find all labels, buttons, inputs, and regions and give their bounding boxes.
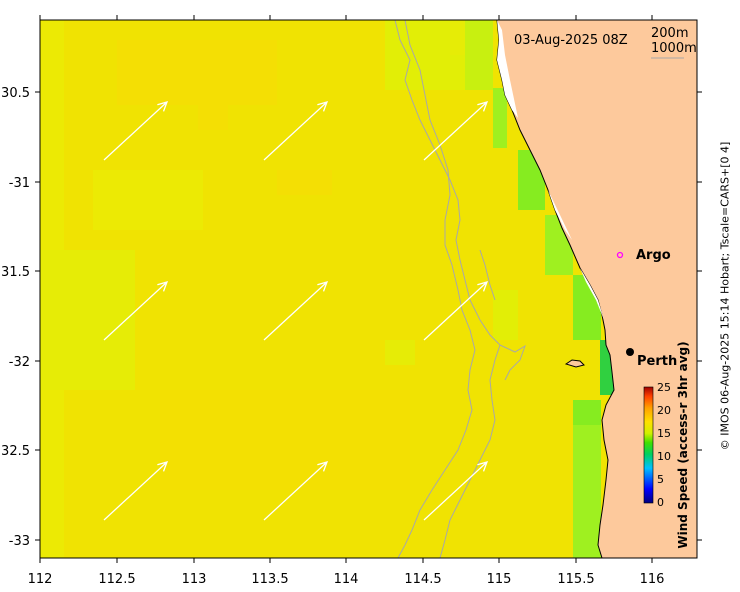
contour-1000m	[397, 20, 476, 558]
x-tick-label: 113.5	[251, 572, 288, 587]
x-tick-label: 112	[28, 572, 53, 587]
wind-arrow	[103, 281, 169, 341]
y-tick-label: -32	[9, 355, 30, 370]
timestamp-label: 03-Aug-2025 08Z	[514, 33, 628, 48]
colorbar: 25 20 15 10 5 0 Wind Speed (access-r 3hr…	[643, 341, 690, 549]
colorbar-tick: 5	[657, 473, 664, 486]
credit-text-container: © IMOS 06-Aug-2025 15:14 Hobart; Tscale=…	[714, 0, 736, 592]
wind-arrow	[103, 101, 169, 161]
x-axis-labels: 112 112.5 113 113.5 114 114.5 115 115.5 …	[28, 572, 665, 587]
colorbar-tick: 0	[657, 496, 664, 509]
colorbar-tick: 20	[657, 404, 671, 417]
x-tick-label: 114	[334, 572, 359, 587]
y-tick-label: -31	[9, 176, 30, 191]
wind-arrow	[423, 461, 489, 521]
y-tick-label: 31.5	[1, 265, 30, 280]
y-tick-label: 30.5	[1, 86, 30, 101]
colorbar-tick: 15	[657, 427, 671, 440]
y-tick-label: -33	[9, 534, 30, 549]
wind-arrows	[103, 101, 489, 521]
depth-legend-1000m: 1000m	[651, 41, 697, 56]
wind-arrow	[103, 461, 169, 521]
wind-arrow	[423, 101, 489, 161]
wind-arrow	[423, 281, 489, 341]
bathymetry-contours	[394, 20, 526, 558]
colorbar-gradient	[643, 386, 654, 504]
contour-200m	[394, 20, 501, 558]
plot-frame	[39, 19, 698, 559]
x-tick-label: 114.5	[404, 572, 441, 587]
rottnest-island	[564, 359, 585, 368]
argo-marker[interactable]	[616, 251, 624, 259]
depth-legend-200m: 200m	[651, 26, 688, 41]
x-tick-label: 116	[640, 572, 665, 587]
wind-arrow	[263, 281, 329, 341]
y-axis-labels: 30.5 -31 31.5 -32 32.5 -33	[1, 86, 30, 549]
wind-speed-cells	[40, 20, 614, 558]
axis-ticks	[35, 15, 702, 563]
place-markers	[616, 251, 634, 356]
perth-label: Perth	[637, 354, 677, 369]
argo-label: Argo	[636, 248, 671, 263]
x-tick-label: 115	[487, 572, 512, 587]
y-tick-label: 32.5	[1, 444, 30, 459]
credit-text: © IMOS 06-Aug-2025 15:14 Hobart; Tscale=…	[718, 141, 732, 451]
x-tick-label: 112.5	[98, 572, 135, 587]
x-tick-label: 113	[182, 572, 207, 587]
perth-marker[interactable]	[626, 348, 634, 356]
colorbar-title: Wind Speed (access-r 3hr avg)	[676, 341, 690, 548]
wind-arrow	[263, 461, 329, 521]
colorbar-tick: 25	[657, 381, 671, 394]
wind-arrow	[263, 101, 329, 161]
x-tick-label: 115.5	[557, 572, 594, 587]
colorbar-tick: 10	[657, 450, 671, 463]
